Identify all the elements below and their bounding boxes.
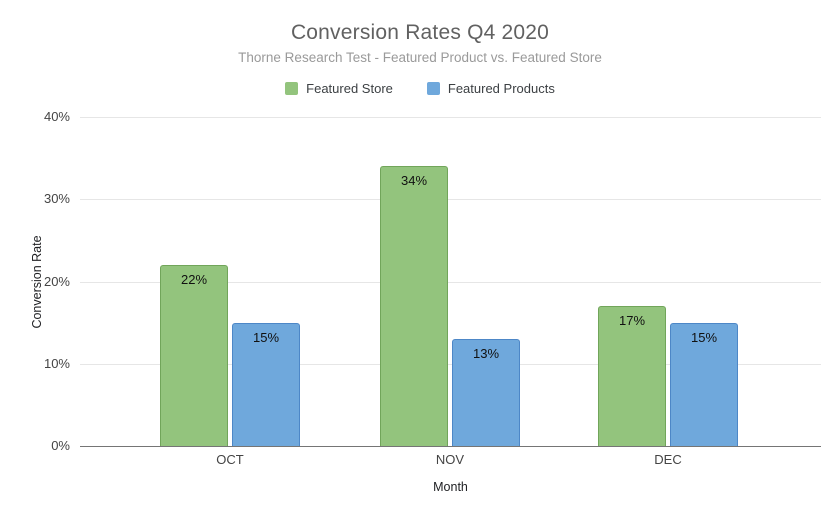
legend: Featured Store Featured Products [0, 81, 840, 96]
y-axis-tick-label: 40% [43, 109, 70, 124]
gridline [80, 363, 821, 365]
legend-swatch-featured-products [426, 82, 440, 95]
gridline [80, 117, 821, 118]
y-axis-tick-label: 10% [43, 355, 70, 371]
bar-featured-store-nov[interactable]: 34% [380, 166, 448, 446]
bar-value-label: 13% [472, 346, 500, 362]
legend-item-featured-store: Featured Store [285, 81, 393, 96]
legend-swatch-featured-store [285, 82, 299, 95]
chart-subtitle: Thorne Research Test - Featured Product … [238, 50, 602, 65]
y-axis-tick-label: 20% [43, 273, 70, 289]
legend-label: Featured Store [306, 81, 393, 96]
legend-item-featured-products: Featured Products [426, 81, 555, 96]
x-axis-title: Month [433, 480, 468, 494]
bar-featured-store-dec[interactable]: 17% [598, 306, 666, 446]
bar-value-label: 22% [180, 272, 208, 288]
bar-featured-store-oct[interactable]: 22% [160, 265, 228, 446]
gridline [80, 199, 821, 201]
bar-value-label: 15% [690, 329, 718, 345]
x-axis-tick-label: NOV [435, 452, 465, 467]
x-axis-baseline [80, 446, 821, 447]
bar-featured-products-oct[interactable]: 15% [232, 322, 300, 446]
y-axis-tick-label: 30% [43, 191, 70, 207]
chart-title: Conversion Rates Q4 2020 [290, 21, 550, 44]
x-axis-tick-label: DEC [654, 452, 682, 467]
bar-value-label: 34% [400, 173, 428, 189]
y-axis-tick-label: 0% [51, 438, 70, 453]
gridline [80, 281, 821, 283]
bar-value-label: 17% [618, 313, 646, 329]
legend-label: Featured Products [447, 81, 555, 96]
bar-featured-products-dec[interactable]: 15% [670, 322, 738, 446]
bar-value-label: 15% [252, 329, 280, 345]
x-axis-tick-label: OCT [216, 452, 244, 467]
bar-featured-products-nov[interactable]: 13% [452, 339, 520, 446]
